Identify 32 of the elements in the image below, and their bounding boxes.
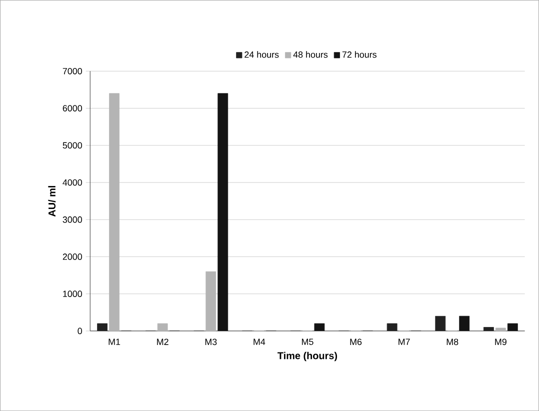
legend-label: 24 hours	[244, 51, 279, 58]
x-tick-label: M3	[205, 338, 217, 346]
y-tick-label: 4000	[62, 179, 82, 186]
y-tick-label: 3000	[62, 216, 82, 223]
bar	[435, 316, 446, 331]
bar	[157, 323, 168, 331]
x-tick-label: M9	[495, 338, 506, 346]
y-tick-label: 7000	[62, 68, 82, 74]
x-tick-label: M2	[157, 338, 168, 345]
x-axis-title: Time (hours)	[278, 352, 338, 362]
bar	[459, 316, 470, 331]
bar	[97, 323, 108, 331]
legend-label: 48 hours	[293, 51, 328, 58]
x-tick-label: M6	[350, 338, 362, 346]
y-tick-label: 2000	[62, 254, 82, 260]
bar	[314, 323, 325, 331]
x-tick-label: M7	[398, 338, 410, 345]
y-axis-title: AU/ ml	[48, 186, 56, 217]
bar	[495, 328, 506, 331]
bar	[507, 323, 518, 331]
legend-label: 72 hours	[342, 51, 376, 58]
y-tick-label: 0	[78, 328, 82, 334]
x-tick-label: M4	[254, 338, 266, 345]
bar	[483, 326, 494, 331]
bar	[386, 323, 398, 331]
y-tick-label: 1000	[63, 290, 82, 297]
x-tick-label: M1	[108, 338, 120, 345]
bar	[218, 93, 228, 331]
y-tick-label: 6000	[62, 105, 82, 112]
y-tick-label: 5000	[62, 142, 82, 149]
x-tick-label: M8	[446, 338, 458, 346]
x-tick-label: M5	[302, 338, 314, 345]
